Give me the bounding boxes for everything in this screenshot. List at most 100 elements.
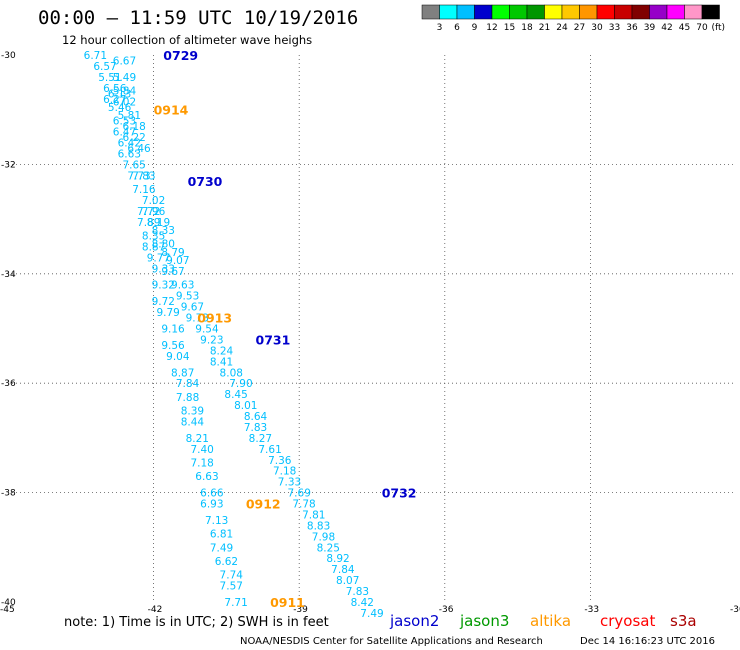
legend-label: 12 [486, 23, 497, 33]
wave-height-point: 7.98 [312, 531, 335, 543]
wave-height-point: 8.64 [244, 411, 268, 423]
wave-height-point: 9.63 [171, 280, 194, 292]
wave-height-point: 7.88 [176, 392, 199, 404]
wave-height-point: 5.84 [113, 86, 137, 98]
y-tick-label: -40 [1, 598, 16, 608]
wave-height-point: 7.57 [220, 581, 243, 593]
legend-label: 21 [539, 23, 550, 33]
legend-label: 45 [679, 23, 690, 33]
footer-credit: NOAA/NESDIS Center for Satellite Applica… [240, 636, 543, 647]
wave-height-point: 7.72 [137, 206, 160, 218]
wave-height-point: 7.73 [127, 170, 150, 182]
wave-height-point: 7.81 [302, 509, 325, 521]
wave-height-point: 7.16 [132, 184, 156, 196]
pass-labels: 0729 0914 0730 0913 0731 0732 0912 0911 [154, 48, 417, 610]
wave-height-point: 8.19 [147, 217, 170, 229]
wave-height-point: 7.96 [142, 206, 166, 218]
wave-height-point: 9.54 [195, 324, 219, 336]
color-legend: 3 6 9 12 15 18 21 24 27 30 33 36 39 42 45 70 (ft) [421, 4, 726, 33]
pass-label: 0912 [246, 497, 281, 512]
wave-height-point: 6.56 [103, 83, 127, 95]
wave-height-point: 8.45 [224, 389, 247, 401]
legend-label: 18 [521, 23, 533, 33]
legend-unit: (ft) [712, 23, 726, 33]
wave-height-point: 6.57 [93, 61, 116, 73]
wave-height-point: 7.90 [229, 378, 252, 390]
legend-label: 6 [454, 23, 460, 33]
axis-ticks: -45 -42 -39 -36 -33 -30 -30 -32 -34 -36 -38 -40 [0, 51, 740, 615]
legend-swatch [701, 4, 720, 20]
wave-height-point: 6.18 [122, 121, 145, 133]
wave-height-point: 7.36 [268, 455, 292, 467]
wave-height-point: 6.22 [122, 132, 145, 144]
y-tick-label: -38 [1, 489, 16, 499]
wave-height-point: 9.79 [156, 307, 179, 319]
wave-height-point: 5.46 [108, 102, 132, 114]
y-tick-label: -30 [1, 51, 16, 61]
wave-height-point: 8.87 [142, 241, 165, 253]
wave-height-point: 6.66 [200, 488, 224, 500]
wave-height-point: 9.23 [200, 334, 223, 346]
wave-height-point: 9.73 [186, 313, 209, 325]
legend-swatch [474, 4, 493, 20]
wave-height-point: 8.21 [186, 433, 209, 445]
wave-height-point: 8.41 [210, 356, 233, 368]
wave-height-point: 7.89 [137, 217, 160, 229]
wave-height-point: 8.33 [152, 225, 175, 237]
y-tick-label: -34 [1, 270, 16, 280]
satellite-legend: jason2 jason3 altika cryosat s3a [389, 612, 697, 630]
wave-height-point: 9.16 [161, 324, 185, 336]
wave-height-point: 8.79 [161, 247, 184, 259]
y-tick-label: -32 [1, 160, 16, 170]
legend-swatch [421, 4, 440, 20]
pass-label: 0913 [197, 311, 232, 326]
chart-title: 00:00 – 11:59 UTC 10/19/2016 [38, 7, 358, 29]
legend-label: 39 [644, 23, 656, 33]
legend-swatch [509, 4, 528, 20]
wave-height-point: 9.77 [147, 252, 170, 264]
wave-height-point: 6.27 [103, 94, 126, 106]
legend-label: 42 [661, 23, 672, 33]
wave-height-point: 6.53 [113, 116, 136, 128]
wave-height-point: 8.42 [351, 597, 374, 609]
legend-label: 36 [626, 23, 638, 33]
wave-height-point: 7.49 [210, 542, 233, 554]
satellite-jason2: jason2 [389, 612, 439, 630]
x-tick-label: -30 [730, 605, 740, 615]
wave-height-point: 8.39 [181, 406, 204, 418]
wave-height-point: 8.24 [210, 345, 234, 357]
wave-height-point: 8.27 [249, 433, 272, 445]
wave-height-point: 8.25 [317, 542, 340, 554]
wave-height-point: 7.69 [288, 488, 311, 500]
legend-swatch [596, 4, 615, 20]
wave-height-point: 9.56 [161, 340, 185, 352]
wave-height-point: 6.71 [84, 50, 107, 62]
wave-height-point: 7.49 [360, 608, 383, 620]
wave-height-point: 8.87 [171, 367, 194, 379]
legend-label: 9 [472, 23, 478, 33]
wave-height-point: 7.18 [190, 458, 213, 470]
x-tick-label: -36 [439, 605, 454, 615]
wave-height-point: 5.51 [98, 72, 121, 84]
wave-height-point: 9.67 [181, 302, 204, 314]
legend-label: 70 [696, 23, 708, 33]
legend-swatch [456, 4, 475, 20]
wave-height-point: 6.02 [113, 96, 136, 108]
wave-height-point: 8.07 [336, 575, 359, 587]
x-tick-label: -39 [293, 605, 308, 615]
wave-height-point: 8.35 [142, 231, 165, 243]
wave-height-point: 5.81 [118, 110, 141, 122]
legend-swatch [614, 4, 633, 20]
wave-height-point: 7.33 [278, 477, 301, 489]
wave-height-point: 8.44 [181, 416, 205, 428]
wave-height-point: 6.46 [127, 143, 151, 155]
satellite-s3a: s3a [670, 612, 697, 630]
wave-height-point: 9.32 [152, 280, 175, 292]
satellite-jason3: jason3 [459, 612, 509, 630]
satellite-altika: altika [530, 612, 571, 630]
pass-label: 0729 [163, 48, 198, 63]
wave-height-point: 7.18 [273, 466, 296, 478]
footer-timestamp: Dec 14 16:16:23 UTC 2016 [580, 636, 715, 647]
legend-label: 30 [591, 23, 603, 33]
wave-height-point: 9.53 [176, 291, 199, 303]
